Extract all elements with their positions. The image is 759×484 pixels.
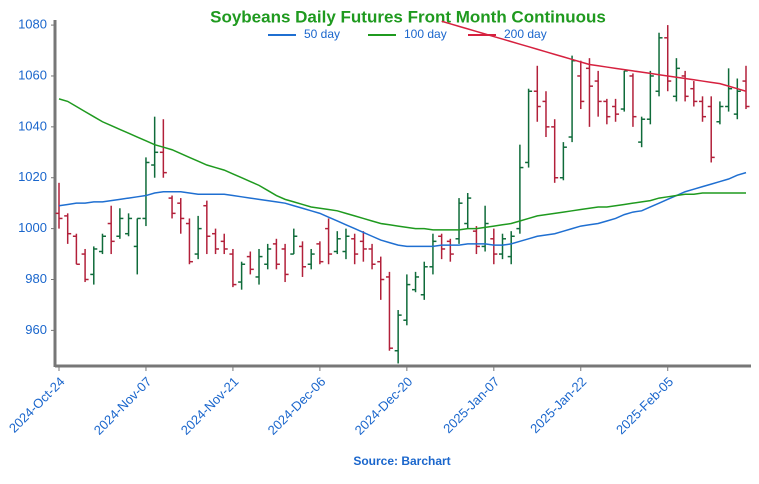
plot-area — [55, 20, 750, 364]
x-tick-label: 2024-Dec-06 — [265, 374, 329, 438]
moving-average-line — [58, 98, 746, 231]
source-note: Source: Barchart — [353, 454, 450, 468]
y-tick-label: 960 — [25, 322, 47, 337]
y-tick-label: 1020 — [18, 169, 47, 184]
y-tick-label: 1000 — [18, 220, 47, 235]
x-tick-label: 2025-Jan-22 — [527, 374, 589, 436]
legend-label: 50 day — [304, 27, 340, 41]
chart-title: Soybeans Daily Futures Front Month Conti… — [210, 7, 606, 26]
x-tick-label: 2025-Jan-07 — [440, 374, 502, 436]
x-tick-label: 2025-Feb-05 — [613, 374, 676, 437]
moving-average-line — [58, 171, 747, 248]
y-tick-label: 1080 — [18, 17, 47, 32]
y-tick-label: 1060 — [18, 67, 47, 82]
moving-average-line — [441, 20, 747, 92]
x-tick-label: 2024-Oct-24 — [6, 374, 68, 436]
x-tick-label: 2024-Nov-21 — [178, 374, 242, 438]
legend-label: 100 day — [404, 27, 447, 41]
legend-label: 200 day — [504, 27, 547, 41]
y-tick-label: 1040 — [18, 118, 47, 133]
x-tick-label: 2024-Nov-07 — [91, 374, 155, 438]
x-tick-label: 2024-Dec-20 — [352, 374, 416, 438]
y-tick-label: 980 — [25, 271, 47, 286]
